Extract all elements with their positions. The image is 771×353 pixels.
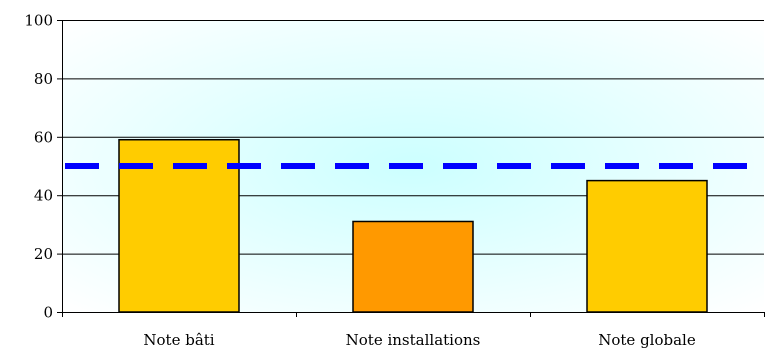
y-tick-label: 60: [34, 128, 53, 146]
y-tick-label: 20: [34, 245, 53, 263]
x-category-label: Note globale: [598, 331, 696, 349]
bar-2: [352, 220, 474, 313]
x-category-label: Note bâti: [143, 331, 214, 349]
x-axis-labels: Note bâti Note installations Note globale: [62, 312, 765, 349]
y-tick-label: 100: [24, 12, 53, 30]
axes-group: [62, 20, 764, 313]
y-tick-label: 0: [43, 304, 53, 322]
y-tick-label: 80: [34, 70, 53, 88]
y-tick-label: 40: [34, 187, 53, 205]
bars-group: [118, 138, 708, 313]
x-category-label: Note installations: [346, 331, 481, 349]
bar-3: [586, 179, 708, 313]
y-axis-ticks: 0 20 40 60 80 100: [24, 12, 62, 322]
